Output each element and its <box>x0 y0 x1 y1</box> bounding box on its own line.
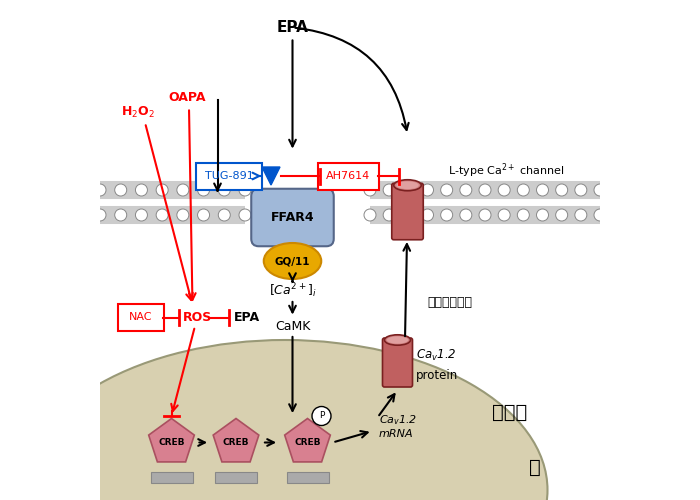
Circle shape <box>498 209 510 221</box>
Polygon shape <box>148 418 195 462</box>
Circle shape <box>575 184 587 196</box>
Bar <box>286 472 328 482</box>
Text: CREB: CREB <box>223 438 249 447</box>
Circle shape <box>460 209 472 221</box>
Polygon shape <box>262 167 280 185</box>
Circle shape <box>115 209 127 221</box>
Ellipse shape <box>396 182 419 189</box>
Circle shape <box>94 184 106 196</box>
Circle shape <box>517 184 529 196</box>
Circle shape <box>94 209 106 221</box>
FancyBboxPatch shape <box>392 183 424 240</box>
FancyBboxPatch shape <box>196 162 262 190</box>
Text: Ca$_v$1.2: Ca$_v$1.2 <box>416 348 456 362</box>
Polygon shape <box>214 418 259 462</box>
Ellipse shape <box>387 336 408 344</box>
Ellipse shape <box>264 243 321 279</box>
Text: 細胞質: 細胞質 <box>492 403 528 422</box>
Text: Ca$_v$1.2
mRNA: Ca$_v$1.2 mRNA <box>379 413 417 439</box>
Circle shape <box>156 184 168 196</box>
Circle shape <box>402 184 414 196</box>
Text: CaMK: CaMK <box>275 320 310 332</box>
Text: NAC: NAC <box>130 312 153 322</box>
Ellipse shape <box>393 180 421 190</box>
Text: P: P <box>318 412 324 420</box>
Text: protein: protein <box>416 368 458 382</box>
FancyBboxPatch shape <box>382 338 412 387</box>
Text: $[Ca^{2+}]_i$: $[Ca^{2+}]_i$ <box>269 282 316 300</box>
Circle shape <box>177 209 189 221</box>
Text: AH7614: AH7614 <box>326 171 370 181</box>
Circle shape <box>197 209 209 221</box>
Text: CREB: CREB <box>158 438 185 447</box>
Bar <box>215 472 257 482</box>
Circle shape <box>239 209 251 221</box>
Circle shape <box>218 184 230 196</box>
Circle shape <box>197 184 209 196</box>
Circle shape <box>115 184 127 196</box>
Text: TUG-891: TUG-891 <box>204 171 253 181</box>
Circle shape <box>498 184 510 196</box>
Text: FFAR4: FFAR4 <box>271 211 314 224</box>
Circle shape <box>441 209 453 221</box>
Circle shape <box>421 184 433 196</box>
FancyBboxPatch shape <box>318 162 379 190</box>
Circle shape <box>441 184 453 196</box>
Circle shape <box>556 184 568 196</box>
Circle shape <box>177 184 189 196</box>
Circle shape <box>135 209 148 221</box>
Circle shape <box>312 406 331 426</box>
Text: OAPA: OAPA <box>169 91 206 104</box>
Circle shape <box>135 184 148 196</box>
Circle shape <box>364 209 376 221</box>
Text: 核: 核 <box>529 458 541 477</box>
Circle shape <box>536 209 549 221</box>
Ellipse shape <box>384 335 410 345</box>
Circle shape <box>460 184 472 196</box>
Circle shape <box>239 184 251 196</box>
Text: ROS: ROS <box>183 311 212 324</box>
Circle shape <box>594 184 606 196</box>
Circle shape <box>364 184 376 196</box>
Polygon shape <box>285 418 330 462</box>
Circle shape <box>479 184 491 196</box>
Bar <box>150 472 193 482</box>
Text: EPA: EPA <box>276 20 309 35</box>
Text: L-type Ca$^{2+}$ channel: L-type Ca$^{2+}$ channel <box>447 162 564 180</box>
Circle shape <box>556 209 568 221</box>
Circle shape <box>536 184 549 196</box>
Ellipse shape <box>22 340 547 500</box>
Circle shape <box>594 209 606 221</box>
Circle shape <box>517 209 529 221</box>
FancyBboxPatch shape <box>118 304 164 331</box>
Circle shape <box>479 209 491 221</box>
Circle shape <box>383 209 395 221</box>
Text: GQ/11: GQ/11 <box>274 256 310 266</box>
Circle shape <box>575 209 587 221</box>
Circle shape <box>421 209 433 221</box>
Circle shape <box>218 209 230 221</box>
Text: CREB: CREB <box>294 438 321 447</box>
Text: サブユニット: サブユニット <box>428 296 472 309</box>
Text: EPA: EPA <box>234 311 260 324</box>
FancyBboxPatch shape <box>251 189 334 246</box>
Text: H$_2$O$_2$: H$_2$O$_2$ <box>120 105 155 120</box>
Circle shape <box>402 209 414 221</box>
Circle shape <box>383 184 395 196</box>
Circle shape <box>156 209 168 221</box>
